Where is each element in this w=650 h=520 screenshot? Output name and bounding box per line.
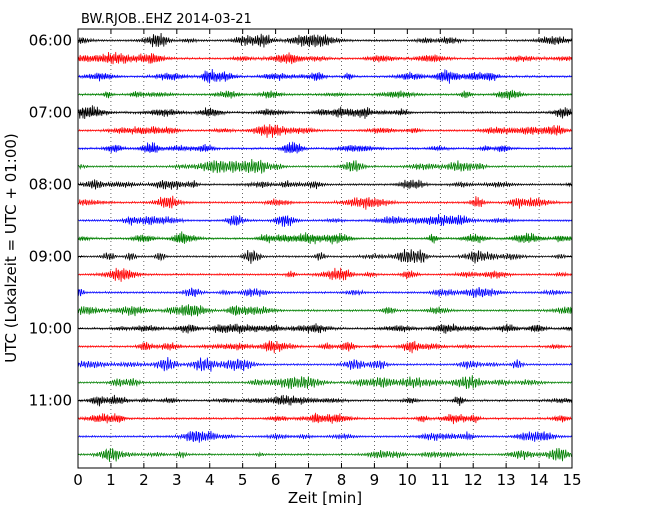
y-tick-label: 07:00 bbox=[29, 104, 72, 122]
seismogram-traces bbox=[77, 33, 573, 462]
seismogram-trace bbox=[77, 394, 573, 407]
seismogram-trace bbox=[77, 179, 573, 190]
x-tick-label: 0 bbox=[73, 471, 83, 489]
y-tick-label: 06:00 bbox=[29, 32, 72, 50]
seismogram-trace bbox=[77, 430, 573, 443]
seismogram-trace bbox=[77, 357, 573, 372]
chart-title: BW.RJOB..EHZ 2014-03-21 bbox=[81, 12, 252, 27]
seismogram-trace bbox=[77, 375, 573, 390]
x-tick-label: 13 bbox=[497, 471, 516, 489]
y-tick-label: 09:00 bbox=[29, 248, 72, 266]
y-tick-label: 10:00 bbox=[29, 320, 72, 338]
x-axis-ticks: 0 1 2 3 4 5 6 7 8 9 10 11 12 13 14 15 bbox=[73, 29, 582, 489]
seismogram-trace bbox=[77, 69, 573, 84]
seismogram-trace bbox=[77, 124, 573, 138]
y-axis-ticks: 06:00 07:00 08:00 09:00 10:00 11:00 bbox=[29, 32, 572, 410]
seismogram-trace bbox=[77, 105, 573, 120]
x-tick-label: 15 bbox=[562, 471, 581, 489]
seismogram-trace bbox=[77, 231, 573, 245]
x-tick-label: 12 bbox=[464, 471, 483, 489]
seismogram-trace bbox=[77, 89, 573, 101]
plot-area bbox=[78, 29, 572, 468]
seismogram-trace bbox=[77, 267, 573, 282]
x-tick-label: 4 bbox=[205, 471, 215, 489]
x-tick-label: 1 bbox=[106, 471, 116, 489]
x-tick-label: 8 bbox=[337, 471, 347, 489]
y-axis-label: UTC (Lokalzeit = UTC + 01:00) bbox=[2, 133, 20, 363]
seismogram-trace bbox=[77, 249, 573, 264]
x-tick-label: 6 bbox=[271, 471, 281, 489]
x-tick-label: 7 bbox=[304, 471, 314, 489]
seismogram-trace bbox=[77, 195, 573, 210]
y-tick-label: 11:00 bbox=[29, 392, 72, 410]
x-axis-label: Zeit [min] bbox=[288, 489, 362, 507]
x-tick-label: 10 bbox=[398, 471, 417, 489]
x-tick-label: 14 bbox=[530, 471, 549, 489]
seismogram-trace bbox=[77, 340, 573, 354]
seismogram-trace bbox=[77, 33, 573, 48]
x-tick-label: 2 bbox=[139, 471, 149, 489]
seismogram-trace bbox=[77, 323, 573, 334]
plot-frame bbox=[77, 28, 573, 469]
y-tick-label: 08:00 bbox=[29, 176, 72, 194]
seismogram-trace bbox=[77, 447, 573, 462]
x-tick-label: 3 bbox=[172, 471, 182, 489]
seismogram-trace bbox=[77, 51, 573, 65]
x-tick-label: 9 bbox=[370, 471, 380, 489]
seismogram-trace bbox=[77, 214, 573, 227]
x-tick-label: 5 bbox=[238, 471, 248, 489]
seismogram-trace bbox=[77, 412, 573, 425]
seismogram-trace bbox=[77, 286, 573, 298]
seismogram-trace bbox=[77, 158, 573, 174]
seismogram-trace bbox=[77, 304, 573, 317]
x-tick-label: 11 bbox=[431, 471, 450, 489]
seismogram-trace bbox=[77, 141, 573, 154]
